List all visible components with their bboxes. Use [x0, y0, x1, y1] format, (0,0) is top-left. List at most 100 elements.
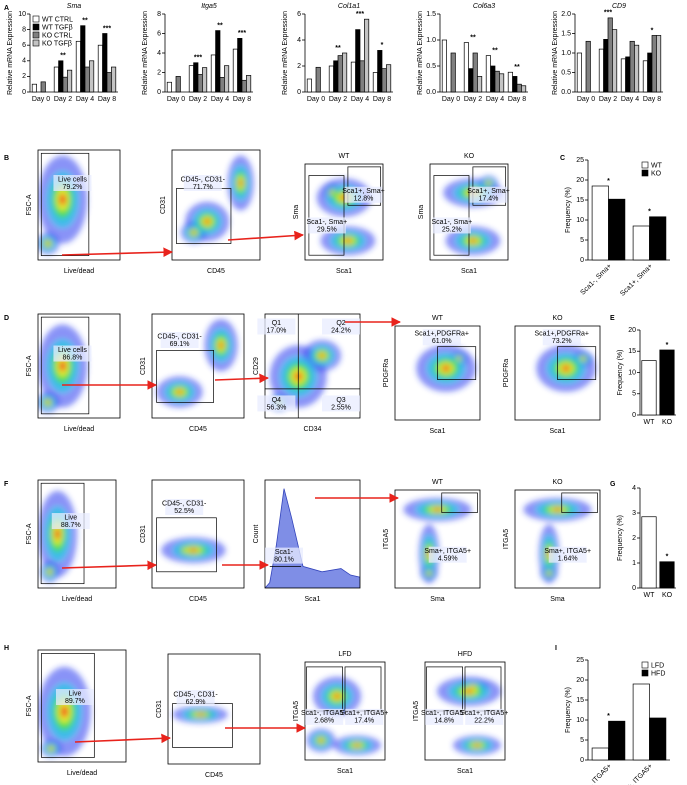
gate-label-bg: [265, 547, 303, 564]
gate: [557, 346, 597, 380]
gate-label-bg: [51, 513, 90, 530]
gate: [40, 316, 90, 415]
density-blob: [427, 572, 431, 575]
x-axis-label: Live/dead: [64, 426, 94, 433]
y-axis-label: CD31: [140, 357, 147, 375]
plot-frame: [167, 653, 261, 765]
legend-swatch: [32, 31, 40, 39]
chart-title: CD9: [612, 3, 626, 10]
density: [416, 344, 476, 392]
bar: [485, 55, 491, 93]
gate-percent: 4.59%: [438, 556, 458, 563]
bar: [328, 65, 334, 93]
gate-name: Sca1-, Sma+: [307, 219, 348, 226]
bar: [75, 40, 81, 93]
y-tick-label: 15: [628, 348, 636, 355]
legend-label: KO CTRL: [42, 32, 72, 39]
gate-name: Q2: [336, 320, 345, 327]
significance: *: [666, 554, 669, 561]
chart-title: Col6a3: [473, 3, 495, 10]
gate: [41, 653, 95, 758]
density-blob: [470, 685, 476, 688]
y-tick-label: 4: [297, 37, 301, 44]
density-blob: [204, 218, 211, 225]
y-axis-label: FSC-A: [26, 695, 33, 716]
gate-label-bg: [542, 329, 581, 346]
gate-name: CD45-, CD31-: [162, 500, 207, 507]
bar: [629, 40, 635, 93]
bar: [591, 747, 609, 761]
gate-percent: 56.3%: [266, 404, 286, 411]
panel-label: A: [4, 5, 9, 12]
plot-title: KO: [464, 153, 475, 160]
density-blob: [469, 238, 477, 243]
y-axis-label: Sma: [293, 205, 300, 220]
bar: [111, 66, 117, 93]
gate-label-bg: [165, 499, 204, 515]
significance: *: [607, 713, 610, 720]
significance: ***: [103, 25, 111, 32]
bar: [337, 55, 343, 93]
bar: [507, 71, 513, 93]
gate-label-bg: [183, 175, 222, 191]
density-blob: [353, 744, 361, 747]
density: [172, 705, 228, 724]
gate-label-bg: [432, 217, 471, 234]
significance: **: [217, 22, 223, 29]
bar: [516, 83, 522, 93]
significance: *: [607, 178, 610, 185]
bar: [477, 76, 483, 93]
density-blob: [183, 549, 186, 552]
density-blob: [553, 508, 562, 512]
x-tick-label: Sca1-, ITGA5+: [575, 763, 613, 785]
density-blob: [473, 744, 481, 747]
x-tick-label: WT: [644, 592, 656, 599]
bar: [620, 58, 626, 93]
y-tick-label: 0: [632, 585, 636, 592]
plot-title: KO: [552, 315, 563, 322]
bar: [202, 67, 208, 93]
legend-label: WT CTRL: [42, 16, 73, 23]
bar: [647, 52, 653, 93]
y-tick-label: 10: [576, 217, 584, 224]
legend-swatch: [641, 161, 649, 169]
y-tick-label: 10: [628, 369, 636, 376]
density-blob: [176, 389, 183, 395]
gate-name: Q3: [336, 397, 345, 404]
y-tick-label: 0: [632, 412, 636, 419]
plot-frame: [151, 479, 245, 589]
y-tick-label: 6: [157, 30, 161, 37]
gate-label-bg: [345, 708, 384, 725]
bar: [372, 72, 378, 93]
bar: [210, 54, 216, 93]
gate: [156, 517, 217, 573]
bar: [241, 79, 247, 93]
panel-label: H: [4, 645, 9, 652]
plot-title: WT: [432, 315, 444, 322]
bar: [641, 516, 657, 589]
y-tick-label: 2: [157, 69, 161, 76]
legend-label: WT: [651, 162, 663, 169]
density-blur: [536, 344, 596, 392]
density-blob: [46, 242, 50, 245]
y-tick-label: 1.0: [426, 37, 436, 44]
y-axis-label: Sma: [418, 205, 425, 220]
bar: [381, 68, 387, 93]
y-tick-label: 20: [576, 177, 584, 184]
gate-name: CD45-, CD31-: [157, 333, 202, 340]
gate-label-bg: [307, 217, 346, 234]
y-tick-label: 0.5: [561, 69, 571, 76]
gate-label-bg: [305, 708, 344, 725]
gate-percent: 17.0%: [266, 327, 286, 334]
panel-label: G: [610, 481, 616, 488]
density-blob: [547, 572, 551, 575]
plot-frame: [37, 649, 127, 763]
density-blob: [433, 508, 442, 512]
y-tick-label: 20: [628, 327, 636, 334]
legend-swatch: [32, 23, 40, 31]
bar: [80, 25, 86, 93]
y-axis-label: Relative mRNA Expression: [552, 11, 559, 95]
y-axis-label: ITGA5: [383, 529, 390, 549]
x-axis-label: CD45: [205, 772, 223, 779]
